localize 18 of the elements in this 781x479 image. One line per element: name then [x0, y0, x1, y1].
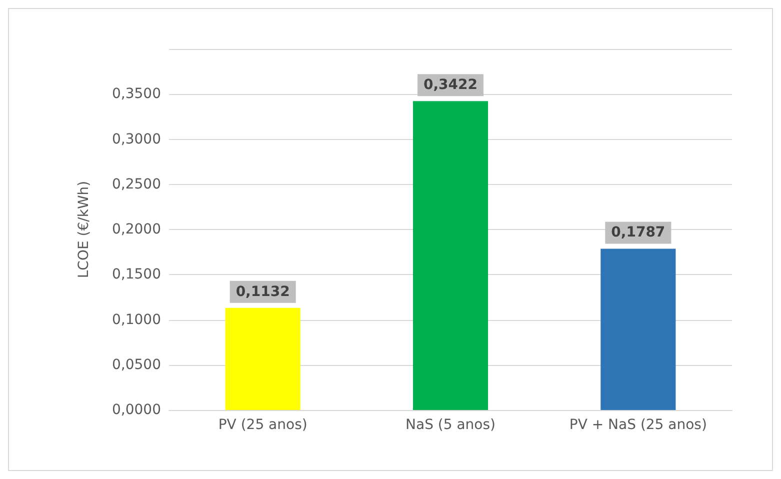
x-tick-label: PV (25 anos) [218, 417, 308, 433]
data-label: 0,3422 [423, 77, 478, 94]
y-axis-title: LCOE (€/kWh) [76, 180, 92, 278]
y-tick-label: 0,0500 [112, 356, 161, 373]
data-label: 0,1787 [611, 224, 666, 241]
x-tick-label: PV + NaS (25 anos) [569, 417, 707, 433]
data-label: 0,1132 [236, 284, 290, 300]
x-tick-label: NaS (5 anos) [406, 417, 496, 433]
y-tick-label: 0,2500 [112, 176, 161, 192]
y-tick-label: 0,1000 [112, 312, 161, 328]
y-tick-label: 0,1500 [112, 266, 161, 283]
bar [225, 308, 300, 410]
bar [600, 248, 676, 410]
y-tick-label: 0,3500 [112, 86, 161, 102]
y-tick-label: 0,2000 [112, 222, 161, 238]
bar [412, 101, 488, 410]
y-tick-label: 0,3000 [112, 131, 161, 148]
y-tick-label: 0,0000 [112, 402, 161, 418]
